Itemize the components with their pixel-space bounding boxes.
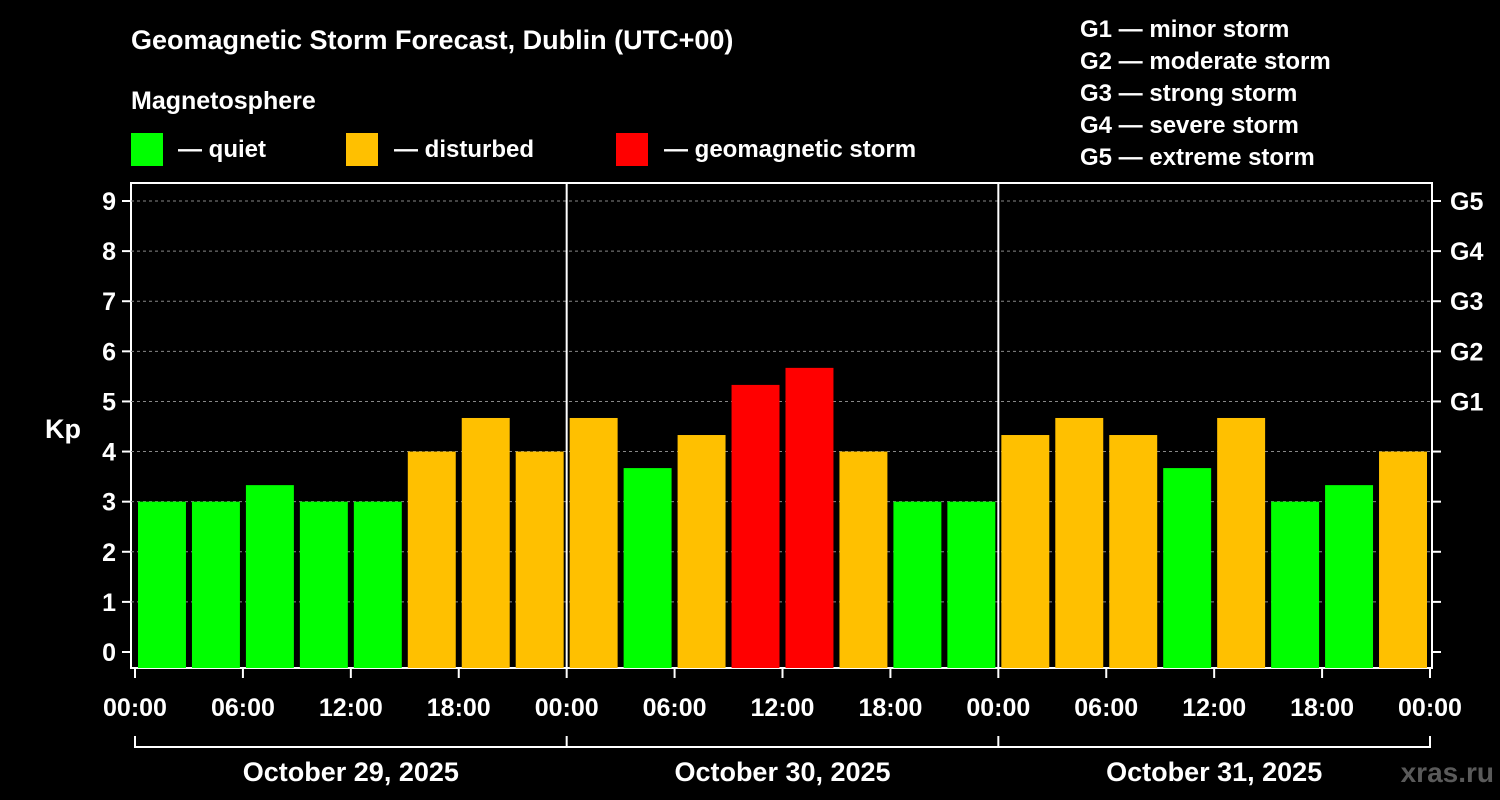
g-scale-item-g5: G5 — extreme storm: [1080, 144, 1315, 171]
kp-bar: [1163, 468, 1212, 668]
legend: — quiet — disturbed — geomagnetic storm: [131, 133, 916, 166]
g-tick-label: G3: [1450, 288, 1483, 316]
kp-bar: [893, 501, 942, 668]
kp-bar: [785, 367, 834, 668]
y-axis-label: Kp: [45, 414, 81, 444]
legend-label-quiet: — quiet: [178, 136, 266, 163]
y-tick-label: 3: [102, 489, 116, 517]
g-scale-item-g1: G1 — minor storm: [1080, 16, 1289, 43]
kp-bar: [1325, 485, 1374, 668]
x-tick-label: 06:00: [211, 694, 275, 722]
g-tick-label: G1: [1450, 388, 1483, 416]
x-tick-label: 12:00: [1182, 694, 1246, 722]
kp-bar: [947, 501, 996, 668]
x-tick-label: 00:00: [966, 694, 1030, 722]
kp-bar: [623, 468, 672, 668]
kp-bar: [138, 501, 186, 668]
kp-bar: [1217, 417, 1266, 668]
watermark: xras.ru: [1401, 757, 1494, 788]
y-tick-label: 6: [102, 338, 116, 366]
g-tick-label: G5: [1450, 188, 1483, 216]
x-tick-label: 00:00: [103, 694, 167, 722]
g-scale-item-g3: G3 — strong storm: [1080, 80, 1297, 107]
y-tick-label: 5: [102, 388, 116, 416]
x-tick-label: 12:00: [751, 694, 815, 722]
g-scale-legend: G1 — minor storm G2 — moderate storm G3 …: [1080, 16, 1331, 171]
y-tick-label: 4: [102, 439, 116, 467]
kp-bar: [1001, 435, 1050, 668]
kp-bar: [677, 435, 726, 668]
y-tick-label: 0: [102, 639, 116, 667]
chart-title: Geomagnetic Storm Forecast, Dublin (UTC+…: [131, 25, 733, 55]
legend-swatch-quiet: [131, 133, 163, 166]
legend-swatch-storm: [616, 133, 648, 166]
legend-title: Magnetosphere: [131, 87, 316, 115]
y-tick-label: 7: [102, 288, 116, 316]
x-tick-label: 06:00: [1074, 694, 1138, 722]
kp-bar: [245, 485, 294, 668]
g-tick-label: G4: [1450, 238, 1483, 266]
kp-bar: [569, 417, 618, 668]
kp-bar: [299, 501, 348, 668]
kp-bar: [191, 501, 240, 668]
x-tick-label: 18:00: [1290, 694, 1354, 722]
day-label: October 30, 2025: [674, 757, 890, 787]
g-scale-item-g4: G4 — severe storm: [1080, 112, 1299, 139]
g-scale-item-g2: G2 — moderate storm: [1080, 48, 1331, 75]
y-tick-label: 1: [102, 589, 116, 617]
y-tick-label: 8: [102, 238, 116, 266]
kp-bar: [839, 451, 888, 668]
kp-bar: [1109, 435, 1158, 668]
x-tick-label: 12:00: [319, 694, 383, 722]
y-tick-label: 9: [102, 188, 116, 216]
kp-bar: [515, 451, 564, 668]
x-tick-label: 00:00: [1398, 694, 1462, 722]
kp-bar: [461, 417, 510, 668]
x-tick-label: 18:00: [427, 694, 491, 722]
kp-bar: [1271, 501, 1320, 668]
g-tick-label: G2: [1450, 338, 1483, 366]
x-tick-label: 00:00: [535, 694, 599, 722]
legend-swatch-disturbed: [346, 133, 378, 166]
plot-area: 0 1 2 3 4 5 6 7 8 9 G1 G2 G3 G4 G5 00:00 06:00 12:00 18:00…: [102, 182, 1483, 787]
kp-bar: [731, 384, 780, 668]
legend-label-disturbed: — disturbed: [394, 136, 534, 163]
x-tick-label: 06:00: [643, 694, 707, 722]
day-label: October 29, 2025: [243, 757, 459, 787]
x-tick-label: 18:00: [858, 694, 922, 722]
legend-label-storm: — geomagnetic storm: [664, 136, 916, 163]
y-tick-label: 2: [102, 539, 116, 567]
kp-bar: [353, 501, 402, 668]
kp-bar: [1055, 417, 1104, 668]
kp-bar: [1379, 451, 1427, 668]
kp-bar: [407, 451, 456, 668]
day-label: October 31, 2025: [1106, 757, 1322, 787]
